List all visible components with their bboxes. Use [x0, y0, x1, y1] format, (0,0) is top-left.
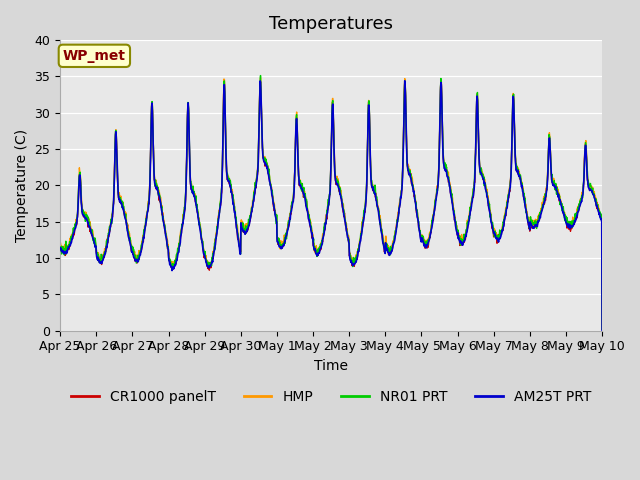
- X-axis label: Time: Time: [314, 359, 348, 373]
- Line: HMP: HMP: [60, 78, 602, 328]
- HMP: [257, 75, 264, 81]
- AM25T PRT: [598, 328, 606, 334]
- HMP: [177, 228, 184, 234]
- AM25T PRT: [177, 234, 184, 240]
- Title: Temperatures: Temperatures: [269, 15, 393, 33]
- NR01 PRT: [415, 228, 423, 234]
- HMP: [237, 217, 245, 223]
- HMP: [56, 240, 64, 246]
- HMP: [164, 238, 172, 243]
- HMP: [598, 325, 606, 331]
- NR01 PRT: [534, 216, 542, 222]
- Y-axis label: Temperature (C): Temperature (C): [15, 129, 29, 242]
- AM25T PRT: [415, 229, 423, 235]
- NR01 PRT: [257, 72, 264, 78]
- CR1000 panelT: [534, 216, 542, 222]
- Legend: CR1000 panelT, HMP, NR01 PRT, AM25T PRT: CR1000 panelT, HMP, NR01 PRT, AM25T PRT: [65, 384, 597, 409]
- NR01 PRT: [486, 215, 494, 220]
- NR01 PRT: [56, 247, 64, 253]
- AM25T PRT: [486, 212, 494, 218]
- NR01 PRT: [177, 232, 184, 238]
- CR1000 panelT: [415, 228, 423, 234]
- CR1000 panelT: [598, 326, 606, 332]
- CR1000 panelT: [56, 243, 64, 249]
- AM25T PRT: [56, 245, 64, 251]
- HMP: [415, 225, 423, 231]
- Text: WP_met: WP_met: [63, 49, 126, 63]
- AM25T PRT: [534, 218, 542, 224]
- NR01 PRT: [237, 223, 245, 229]
- HMP: [486, 209, 494, 215]
- HMP: [534, 213, 542, 219]
- NR01 PRT: [164, 244, 172, 250]
- CR1000 panelT: [177, 234, 184, 240]
- NR01 PRT: [598, 327, 606, 333]
- Line: NR01 PRT: NR01 PRT: [60, 75, 602, 330]
- CR1000 panelT: [164, 246, 172, 252]
- Line: CR1000 panelT: CR1000 panelT: [60, 80, 602, 329]
- CR1000 panelT: [238, 226, 246, 231]
- AM25T PRT: [164, 243, 172, 249]
- AM25T PRT: [237, 222, 245, 228]
- Line: AM25T PRT: AM25T PRT: [60, 81, 602, 331]
- AM25T PRT: [401, 78, 408, 84]
- CR1000 panelT: [221, 77, 228, 83]
- CR1000 panelT: [486, 213, 494, 218]
